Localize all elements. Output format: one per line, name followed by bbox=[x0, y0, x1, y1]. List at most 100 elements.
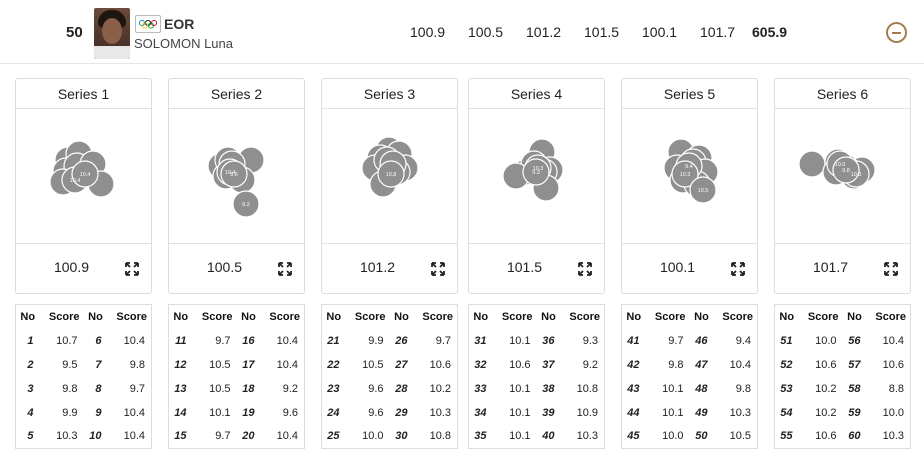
shot-number: 49 bbox=[695, 406, 708, 419]
shot-number: 3 bbox=[27, 382, 34, 395]
shot-number: 52 bbox=[780, 358, 793, 371]
shot-score: 9.3 bbox=[582, 334, 598, 347]
shot-number: 2 bbox=[27, 358, 34, 371]
shot-score: 10.1 bbox=[509, 334, 531, 347]
shot-number: 29 bbox=[395, 406, 408, 419]
target-svg: 9.810.0 10.3 bbox=[798, 148, 876, 190]
expand-icon[interactable] bbox=[731, 262, 745, 276]
shot-number: 18 bbox=[242, 382, 255, 395]
series-total: 100.1 bbox=[659, 259, 696, 275]
shot-score: 10.0 bbox=[815, 334, 837, 347]
shot-number: 22 bbox=[327, 358, 340, 371]
shot-number: 20 bbox=[242, 430, 255, 443]
table-row: 24 9.6 29 10.3 bbox=[322, 401, 458, 425]
table-row: 12 10.5 17 10.4 bbox=[169, 353, 305, 377]
expand-icon[interactable] bbox=[278, 262, 292, 276]
shot-score: 10.2 bbox=[815, 382, 837, 395]
table-row: 45 10.0 50 10.5 bbox=[622, 425, 758, 449]
shots-table: No Score No Score 31 10.1 36 9.3 32 10.6 37 9.2 33 10… bbox=[468, 304, 605, 449]
table-header-row: No Score No Score bbox=[622, 305, 758, 329]
series-card: Series 1 10.4 10.4 100.9 bbox=[15, 78, 152, 294]
col-header-no: No bbox=[473, 310, 489, 323]
shot-label: 10.4 bbox=[80, 172, 91, 178]
shot-label: 9.3 bbox=[532, 170, 540, 176]
series-score: 100.5 bbox=[468, 24, 504, 40]
shot-number: 44 bbox=[627, 406, 640, 419]
shot-score: 10.6 bbox=[815, 358, 837, 371]
shot-number: 15 bbox=[174, 430, 187, 443]
table-row: 53 10.2 58 8.8 bbox=[775, 377, 911, 401]
table-row: 11 9.7 16 10.4 bbox=[169, 329, 305, 353]
shot-number: 25 bbox=[327, 430, 340, 443]
shot-number: 9 bbox=[95, 406, 102, 419]
col-header-score: Score bbox=[654, 310, 686, 323]
table-row: 32 10.6 37 9.2 bbox=[469, 353, 605, 377]
shot-number: 16 bbox=[242, 334, 255, 347]
shot-score: 10.4 bbox=[276, 334, 298, 347]
col-header-score: Score bbox=[201, 310, 233, 323]
table-row: 5 10.3 10 10.4 bbox=[16, 425, 152, 449]
col-header-no: No bbox=[541, 310, 556, 323]
table-row: 31 10.1 36 9.3 bbox=[469, 329, 605, 353]
shots-table: No Score No Score 51 10.0 56 10.4 52 10.6 57 10.6 53… bbox=[774, 304, 911, 449]
shot-score: 10.6 bbox=[429, 358, 451, 371]
shot-number: 50 bbox=[695, 430, 708, 443]
shot-number: 51 bbox=[780, 334, 793, 347]
collapse-minus-icon[interactable] bbox=[886, 22, 907, 43]
col-header-score: Score bbox=[501, 310, 533, 323]
col-header-score: Score bbox=[722, 310, 753, 323]
series-title: Series 3 bbox=[322, 79, 457, 109]
shot-number: 6 bbox=[95, 334, 102, 347]
shot-number: 47 bbox=[695, 358, 708, 371]
table-row: 35 10.1 40 10.3 bbox=[469, 425, 605, 449]
series-score: 100.9 bbox=[410, 24, 446, 40]
expand-icon[interactable] bbox=[125, 262, 139, 276]
shot-score: 10.3 bbox=[56, 430, 78, 443]
shot-number: 42 bbox=[627, 358, 640, 371]
noc-code: EOR bbox=[164, 16, 195, 32]
shots-table: No Score No Score 1 10.7 6 10.4 2 9.5 7 9.8 3 9.8 8 9.7… bbox=[15, 304, 152, 449]
expand-icon[interactable] bbox=[884, 262, 898, 276]
shot-score: 10.8 bbox=[429, 430, 451, 443]
col-header-score: Score bbox=[807, 310, 839, 323]
shot-label: 10.0 bbox=[835, 162, 846, 168]
shot-score: 10.4 bbox=[882, 334, 904, 347]
shot-label: 10.4 bbox=[70, 178, 81, 184]
series-title: Series 5 bbox=[622, 79, 757, 109]
shot-number: 39 bbox=[542, 406, 555, 419]
table-row: 4 9.9 9 10.4 bbox=[16, 401, 152, 425]
shot-number: 13 bbox=[174, 382, 187, 395]
shot-score: 9.7 bbox=[668, 334, 684, 347]
expand-icon[interactable] bbox=[431, 262, 445, 276]
expand-icon[interactable] bbox=[578, 262, 592, 276]
table-header-row: No Score No Score bbox=[16, 305, 152, 329]
table-row: 3 9.8 8 9.7 bbox=[16, 377, 152, 401]
shot-number: 43 bbox=[627, 382, 640, 395]
col-header-score: Score bbox=[422, 310, 453, 323]
shot-hole bbox=[832, 156, 860, 184]
shot-score: 10.5 bbox=[362, 358, 384, 371]
shot-score: 10.4 bbox=[123, 334, 145, 347]
shot-score: 10.0 bbox=[362, 430, 384, 443]
shot-score: 10.6 bbox=[815, 430, 837, 443]
shot-number: 54 bbox=[780, 406, 793, 419]
shot-score: 9.8 bbox=[735, 382, 751, 395]
shot-score: 10.1 bbox=[509, 406, 531, 419]
shot-score: 10.1 bbox=[662, 406, 684, 419]
series-title: Series 4 bbox=[469, 79, 604, 109]
col-header-no: No bbox=[241, 310, 256, 323]
shot-hole bbox=[522, 158, 550, 186]
table-row: 22 10.5 27 10.6 bbox=[322, 353, 458, 377]
shot-score: 10.3 bbox=[429, 406, 451, 419]
shot-label: 10.3 bbox=[533, 166, 544, 172]
shot-number: 40 bbox=[542, 430, 555, 443]
table-row: 23 9.6 28 10.2 bbox=[322, 377, 458, 401]
series-total: 100.5 bbox=[206, 259, 243, 275]
table-header-row: No Score No Score bbox=[775, 305, 911, 329]
col-header-no: No bbox=[626, 310, 642, 323]
col-header-no: No bbox=[394, 310, 409, 323]
table-row: 25 10.0 30 10.8 bbox=[322, 425, 458, 449]
table-header-row: No Score No Score bbox=[469, 305, 605, 329]
shot-score: 10.4 bbox=[123, 430, 145, 443]
athlete-result-row[interactable]: 50 EOR SOLOMON Luna 100.9 100.5 101.2 10… bbox=[0, 0, 924, 64]
